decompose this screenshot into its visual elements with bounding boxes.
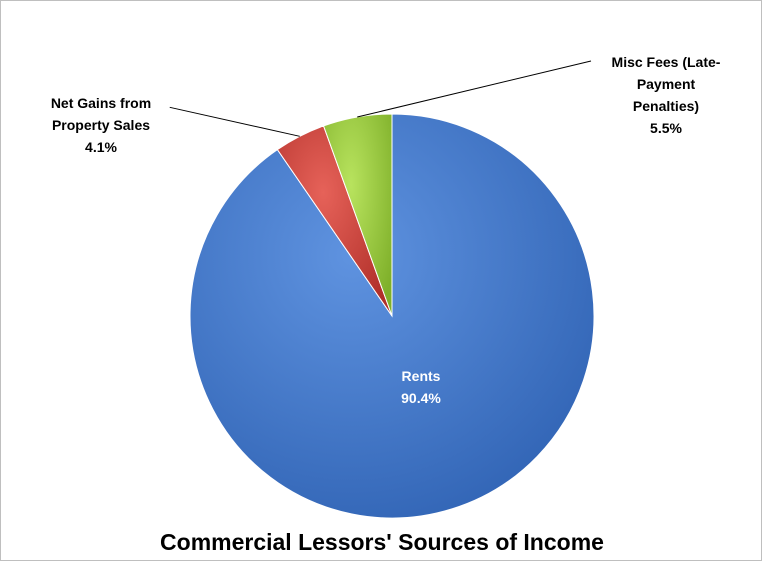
slice-label-line: Property Sales <box>52 117 150 133</box>
slice-label-line: Penalties) <box>633 98 699 114</box>
slice-label-line: Net Gains from <box>51 95 151 111</box>
leader-line <box>169 106 300 137</box>
slice-label-line: 4.1% <box>85 139 117 155</box>
slice-label-line: 5.5% <box>650 120 682 136</box>
slice-labels: Rents 90.4% Net Gains from Property Sales 4.… <box>51 54 721 406</box>
slice-label-1: Net Gains from Property Sales 4.1% <box>51 95 151 155</box>
pie-slices <box>189 113 595 519</box>
leader-line <box>357 60 592 118</box>
slice-label-line: 90.4% <box>401 390 441 406</box>
chart-title: Commercial Lessors' Sources of Income <box>160 529 604 555</box>
leader-lines <box>169 60 592 137</box>
slice-label-line: Rents <box>402 368 441 384</box>
slice-label-0: Rents 90.4% <box>401 368 441 406</box>
slice-label-line: Misc Fees (Late- <box>612 54 721 70</box>
slice-label-2: Misc Fees (Late- Payment Penalties) 5.5% <box>612 54 721 136</box>
slice-label-line: Payment <box>637 76 696 92</box>
